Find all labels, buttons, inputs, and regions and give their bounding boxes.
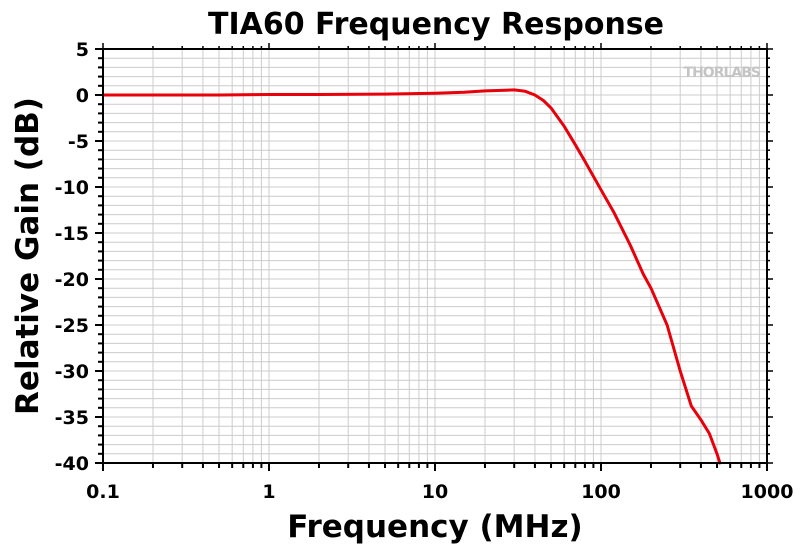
y-tick-label: -40 bbox=[55, 453, 89, 475]
y-tick-label: -25 bbox=[55, 315, 89, 337]
y-tick-label: 0 bbox=[76, 85, 89, 107]
chart-title: TIA60 Frequency Response bbox=[208, 7, 664, 42]
x-tick-label: 1 bbox=[262, 481, 275, 503]
x-tick-label: 10 bbox=[422, 481, 448, 503]
y-tick-label: -20 bbox=[55, 269, 89, 291]
series bbox=[101, 88, 722, 465]
y-tick-label: -10 bbox=[55, 177, 89, 199]
y-tick-label: -30 bbox=[55, 361, 89, 383]
x-tick-label: 100 bbox=[581, 481, 621, 503]
logo-text: THORLABS bbox=[684, 65, 761, 81]
grid bbox=[103, 49, 767, 463]
x-axis-label: Frequency (MHz) bbox=[287, 509, 582, 545]
y-tick-label: 5 bbox=[76, 39, 89, 61]
y-axis-label: Relative Gain (dB) bbox=[10, 97, 46, 415]
x-tick-label: 0.1 bbox=[86, 481, 120, 503]
y-tick-label: -15 bbox=[55, 223, 89, 245]
y-tick-label: -35 bbox=[55, 407, 89, 429]
x-tick-label: 1000 bbox=[741, 481, 794, 503]
thorlabs-logo: THORLABS bbox=[684, 65, 762, 81]
y-tick-label: -5 bbox=[68, 131, 89, 153]
tick-labels: 0.1 1 10 100 1000 5 0 -5 -10 -15 -20 -25 -30 -35 -40 bbox=[55, 39, 794, 503]
series-line-0 bbox=[101, 88, 722, 465]
axes bbox=[95, 43, 773, 471]
